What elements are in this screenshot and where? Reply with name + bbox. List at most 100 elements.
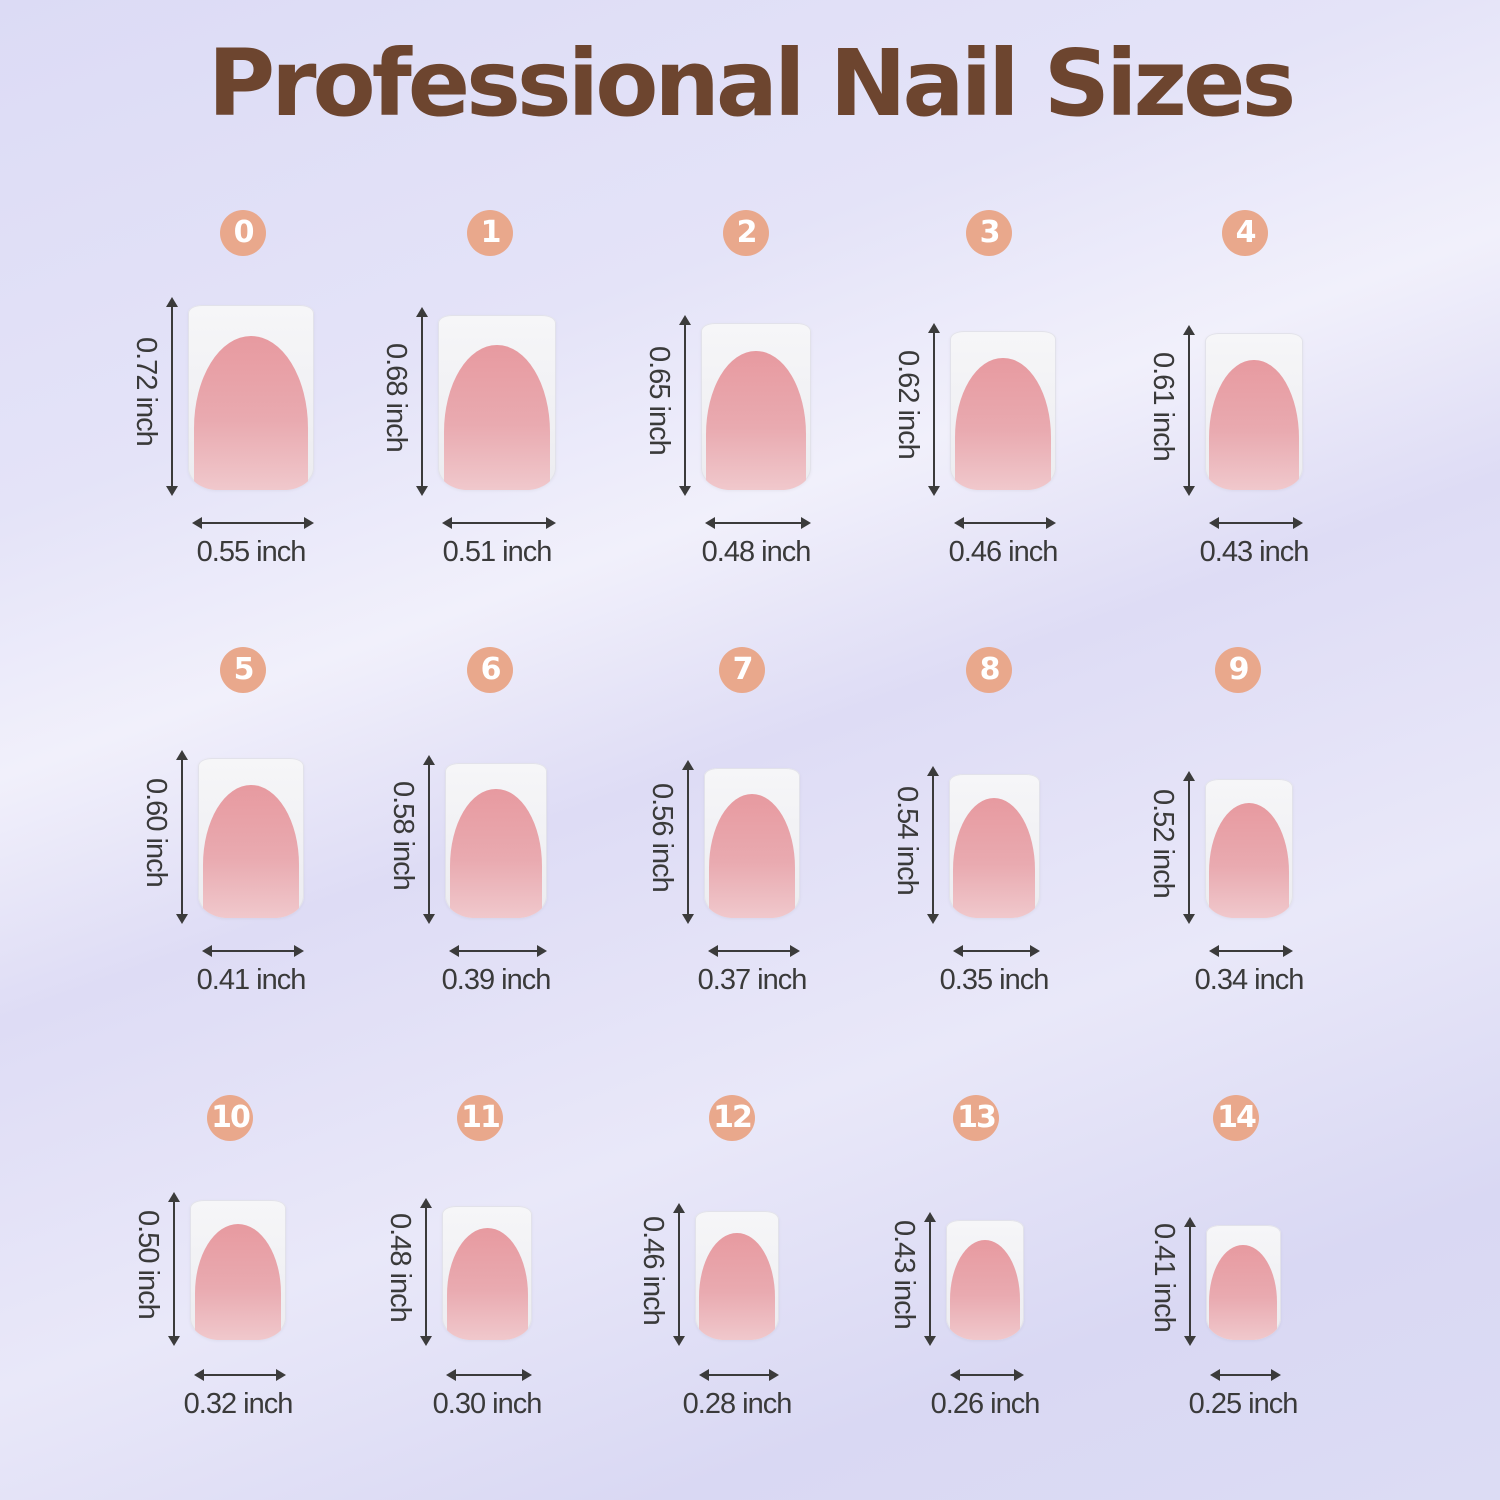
nail-bed-pink [949,1240,1021,1340]
width-label: 0.48 inch [701,536,812,568]
nail-bed-pink [444,344,550,490]
size-number-badge: 13 [953,1095,999,1141]
height-arrow-icon [673,1203,685,1346]
height-arrow-icon [175,749,188,925]
width-label: 0.28 inch [682,1388,793,1420]
size-number-badge: 2 [723,210,769,256]
width-arrow-icon [194,1369,286,1381]
width-arrow-icon [1209,1369,1281,1381]
height-arrow-icon [165,296,178,497]
nail-bed-pink [955,357,1051,490]
width-arrow-icon [191,517,314,529]
width-label: 0.34 inch [1194,964,1305,996]
height-arrow-icon [681,760,694,924]
nail-bed-pink [203,785,299,918]
nail-tip-image [442,1205,532,1340]
page-title: Professional Nail Sizes [207,30,1297,137]
width-arrow-icon [954,517,1056,529]
size-number-badge: 6 [467,647,513,693]
nail-bed-pink [446,1228,528,1340]
height-label: 0.62 inch [892,350,925,460]
height-arrow-icon [1183,1217,1196,1346]
width-label: 0.30 inch [432,1388,543,1420]
nail-tip-image [187,304,315,490]
nail-tip-image [948,773,1040,918]
height-arrow-icon [924,1211,936,1347]
width-arrow-icon [442,517,556,529]
height-label: 0.48 inch [384,1212,416,1322]
width-label: 0.39 inch [441,964,552,996]
height-label: 0.61 inch [1146,351,1179,461]
size-number-badge: 0 [220,210,266,256]
height-label: 0.46 inch [637,1215,669,1325]
height-arrow-icon [168,1192,180,1346]
width-arrow-icon [446,1369,532,1381]
height-label: 0.72 inch [129,337,162,447]
width-arrow-icon [201,945,304,957]
nail-bed-pink [194,336,308,490]
nail-bed-pink [706,351,806,490]
height-label: 0.50 inch [132,1210,164,1319]
height-arrow-icon [423,755,436,924]
size-number-badge: 3 [966,210,1012,256]
nail-bed-pink [708,793,796,918]
height-arrow-icon [416,307,429,496]
nail-bed-pink [953,798,1035,918]
width-label: 0.26 inch [930,1388,1041,1420]
width-arrow-icon [449,945,548,957]
size-number-badge: 10 [207,1095,253,1141]
height-arrow-icon [678,314,691,497]
size-number-badge: 7 [719,647,765,693]
nail-tip-image [190,1200,286,1340]
nail-tip-image [703,768,801,918]
nail-bed-pink [450,789,542,918]
size-number-badge: 4 [1222,210,1268,256]
size-number-badge: 9 [1215,647,1261,693]
width-arrow-icon [1208,945,1294,957]
height-arrow-icon [1182,325,1195,496]
nail-bed-pink [1209,1244,1277,1340]
size-number-badge: 5 [220,647,266,693]
width-label: 0.37 inch [697,964,808,996]
height-label: 0.43 inch [888,1219,920,1329]
height-label: 0.56 inch [645,783,678,892]
nail-bed-pink [699,1233,775,1340]
height-arrow-icon [420,1197,432,1347]
height-arrow-icon [926,765,939,925]
nail-bed-pink [1209,359,1299,490]
width-label: 0.25 inch [1188,1388,1299,1420]
height-arrow-icon [928,322,941,497]
width-label: 0.32 inch [183,1388,294,1420]
width-arrow-icon [1208,517,1304,529]
size-number-badge: 12 [709,1095,755,1141]
size-number-badge: 8 [966,647,1012,693]
nail-tip-image [445,763,547,918]
nail-tip-image [197,757,305,918]
width-arrow-icon [699,1369,779,1381]
nail-tip-image [438,315,556,490]
nail-tip-image [946,1219,1024,1340]
height-label: 0.68 inch [380,342,413,452]
width-arrow-icon [707,945,801,957]
nail-bed-pink [194,1223,282,1340]
width-label: 0.43 inch [1199,536,1310,568]
nail-tip-image [695,1211,779,1340]
size-number-badge: 11 [457,1095,503,1141]
nail-bed-pink [1209,802,1289,918]
width-arrow-icon [952,945,1040,957]
width-label: 0.41 inch [196,964,307,996]
size-number-badge: 14 [1213,1095,1259,1141]
nail-tip-image [1204,333,1304,490]
width-arrow-icon [950,1369,1024,1381]
width-label: 0.46 inch [948,536,1059,568]
nail-tip-image [1204,779,1294,918]
width-label: 0.35 inch [939,964,1050,996]
height-label: 0.58 inch [387,780,420,890]
height-label: 0.65 inch [642,346,675,456]
width-arrow-icon [704,517,812,529]
width-label: 0.55 inch [196,536,307,568]
nail-tip-image [950,330,1056,490]
nail-tip-image [700,322,812,490]
size-number-badge: 1 [467,210,513,256]
height-arrow-icon [1182,771,1195,924]
